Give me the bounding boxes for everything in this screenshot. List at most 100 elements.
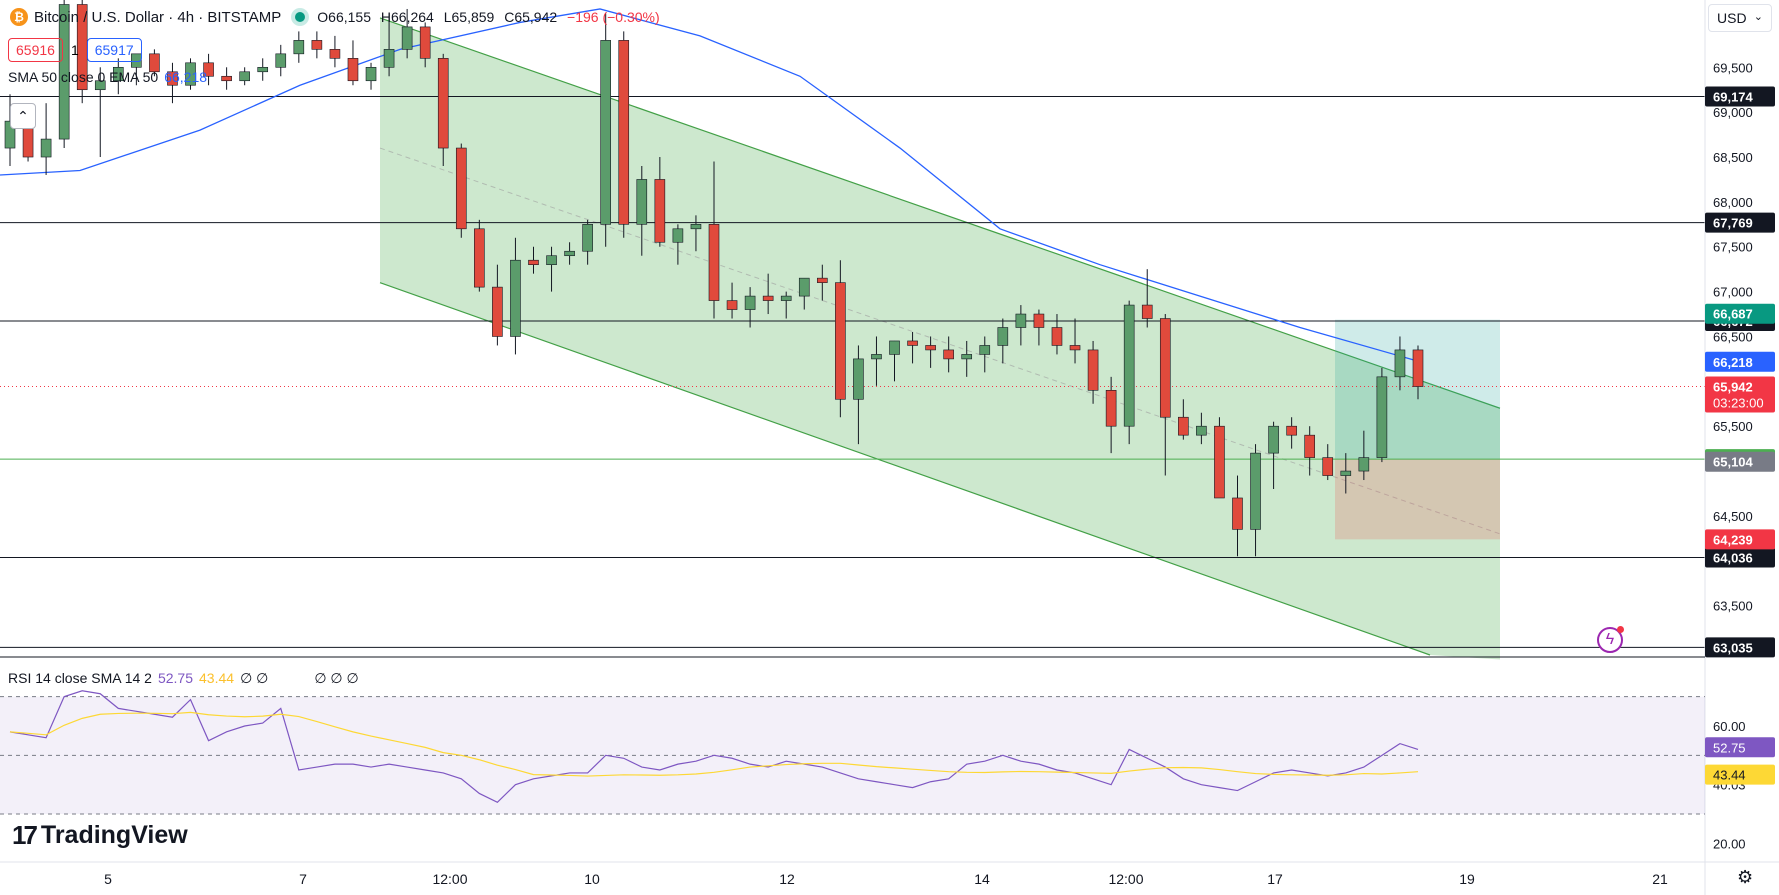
bitcoin-icon: ₿ [10,8,28,26]
candle-up [185,62,196,86]
level-tag [1705,637,1775,658]
candle-down [203,62,214,77]
rsi-tick-label: 20.00 [1713,836,1746,851]
candle-down [329,49,341,59]
price-tag-label: 65,942 [1713,380,1753,395]
currency-selector[interactable]: USD ⌄ [1708,4,1772,32]
time-tick-label: 10 [584,871,600,887]
rsi-extra-values-2: ∅ ∅ ∅ [314,670,359,686]
rsi-sma-line [9,711,1419,777]
candle-down [835,282,846,400]
candle-up [1015,313,1027,328]
rsi-value: 52.75 [157,670,194,686]
sma-value: 66,218 [164,69,208,85]
level-tag [1705,212,1775,233]
candle-down [1412,349,1424,387]
rsi-sma-tag [1705,764,1775,785]
rsi-value-tag-label: 52.75 [1713,740,1746,755]
candle-up [979,345,991,355]
candle-up [383,49,395,68]
candle-up [546,255,557,265]
sma-label: SMA 50 close 0 EMA 50 [8,69,159,85]
rsi-extra-values: ∅ ∅ [240,670,269,686]
candle-up [1250,452,1261,530]
candle-up [997,327,1009,346]
alert-bolt-icon[interactable]: ϟ [1597,626,1624,653]
candle-down [907,340,918,346]
time-tick-label: 21 [1652,871,1668,887]
price-tag [1705,351,1775,372]
candle-down [474,228,485,288]
chevron-up-icon: ⌃ [17,107,29,124]
price-tag-label: 65,104 [1713,455,1754,470]
candle-down [455,147,467,230]
candle-up [871,354,882,360]
open-value: O66,155 [317,9,371,25]
notification-dot [1617,626,1624,633]
brand-name: TradingView [40,821,188,849]
rsi-line [9,690,1419,803]
collapse-legend-button[interactable]: ⌃ [10,103,36,129]
candle-down [1178,416,1189,436]
price-tick-label: 64,500 [1713,509,1753,524]
time-tick-label: 7 [299,871,307,887]
time-tick-label: 12:00 [432,871,467,887]
candle-down [528,259,539,265]
price-tick-label: 67,500 [1713,240,1753,255]
tradingview-logo[interactable]: 17 TradingView [12,820,188,851]
rsi-band [0,696,1705,814]
time-tick-label: 19 [1459,871,1475,887]
price-tick-label: 69,500 [1713,60,1753,75]
time-tick-label: 14 [974,871,990,887]
sma-legend[interactable]: SMA 50 close 0 EMA 50 66,218 [8,69,207,85]
high-value: H66,264 [380,9,434,25]
candle-up [113,66,124,82]
candle-up [889,340,900,355]
symbol-header[interactable]: ₿ Bitcoin / U.S. Dollar · 4h · BITSTAMP … [10,8,660,26]
candle-up [744,295,756,310]
low-value: L65,859 [443,9,495,25]
candle-down [221,75,232,82]
trend-channel [380,17,1500,660]
level-tag [1705,86,1775,107]
candle-up [510,259,521,337]
price-tick-label: 68,000 [1713,195,1753,210]
currency-label: USD [1717,10,1747,26]
stop-zone [1335,459,1500,540]
candle-down [1105,390,1117,427]
candle-up [365,66,377,82]
candle-up [690,224,702,230]
time-tick-label: 12 [779,871,795,887]
candle-up [131,53,142,68]
price-tag-label: 64,239 [1713,532,1753,547]
candle-up [1358,457,1370,472]
change-value: −196 (−0.30%) [567,9,660,25]
candle-up [1376,376,1388,458]
candle-down [437,58,449,149]
rsi-legend[interactable]: RSI 14 close SMA 14 2 52.75 43.44 ∅ ∅ ∅ … [8,670,359,687]
candle-up [1196,425,1207,436]
gear-icon[interactable]: ⚙ [1737,867,1754,887]
candle-down [1322,457,1334,476]
symbol-title[interactable]: Bitcoin / U.S. Dollar · 4h · BITSTAMP [34,8,282,26]
price-tick-label: 63,500 [1713,599,1753,614]
rsi-label: RSI 14 close SMA 14 2 [8,670,152,686]
candle-up [672,228,684,243]
sell-button[interactable]: 65916 [8,38,63,62]
time-tick-label: 17 [1267,871,1283,887]
candle-down [1087,349,1099,391]
rsi-tick-label: 60.00 [1713,719,1746,734]
candle-up [1123,304,1135,427]
buy-button[interactable]: 65917 [86,38,142,62]
candle-down [1141,304,1153,319]
time-tick-label: 5 [104,871,112,887]
sma-50-line [0,8,1421,363]
candle-up [961,354,973,360]
price-tick-label: 68,500 [1713,150,1753,165]
candle-down [419,26,431,59]
close-value: C65,942 [504,9,558,25]
ohlc-readout: O66,155 H66,264 L65,859 C65,942 −196 (−0… [317,9,659,25]
candle-down [1214,425,1225,499]
candle-up [94,80,106,91]
